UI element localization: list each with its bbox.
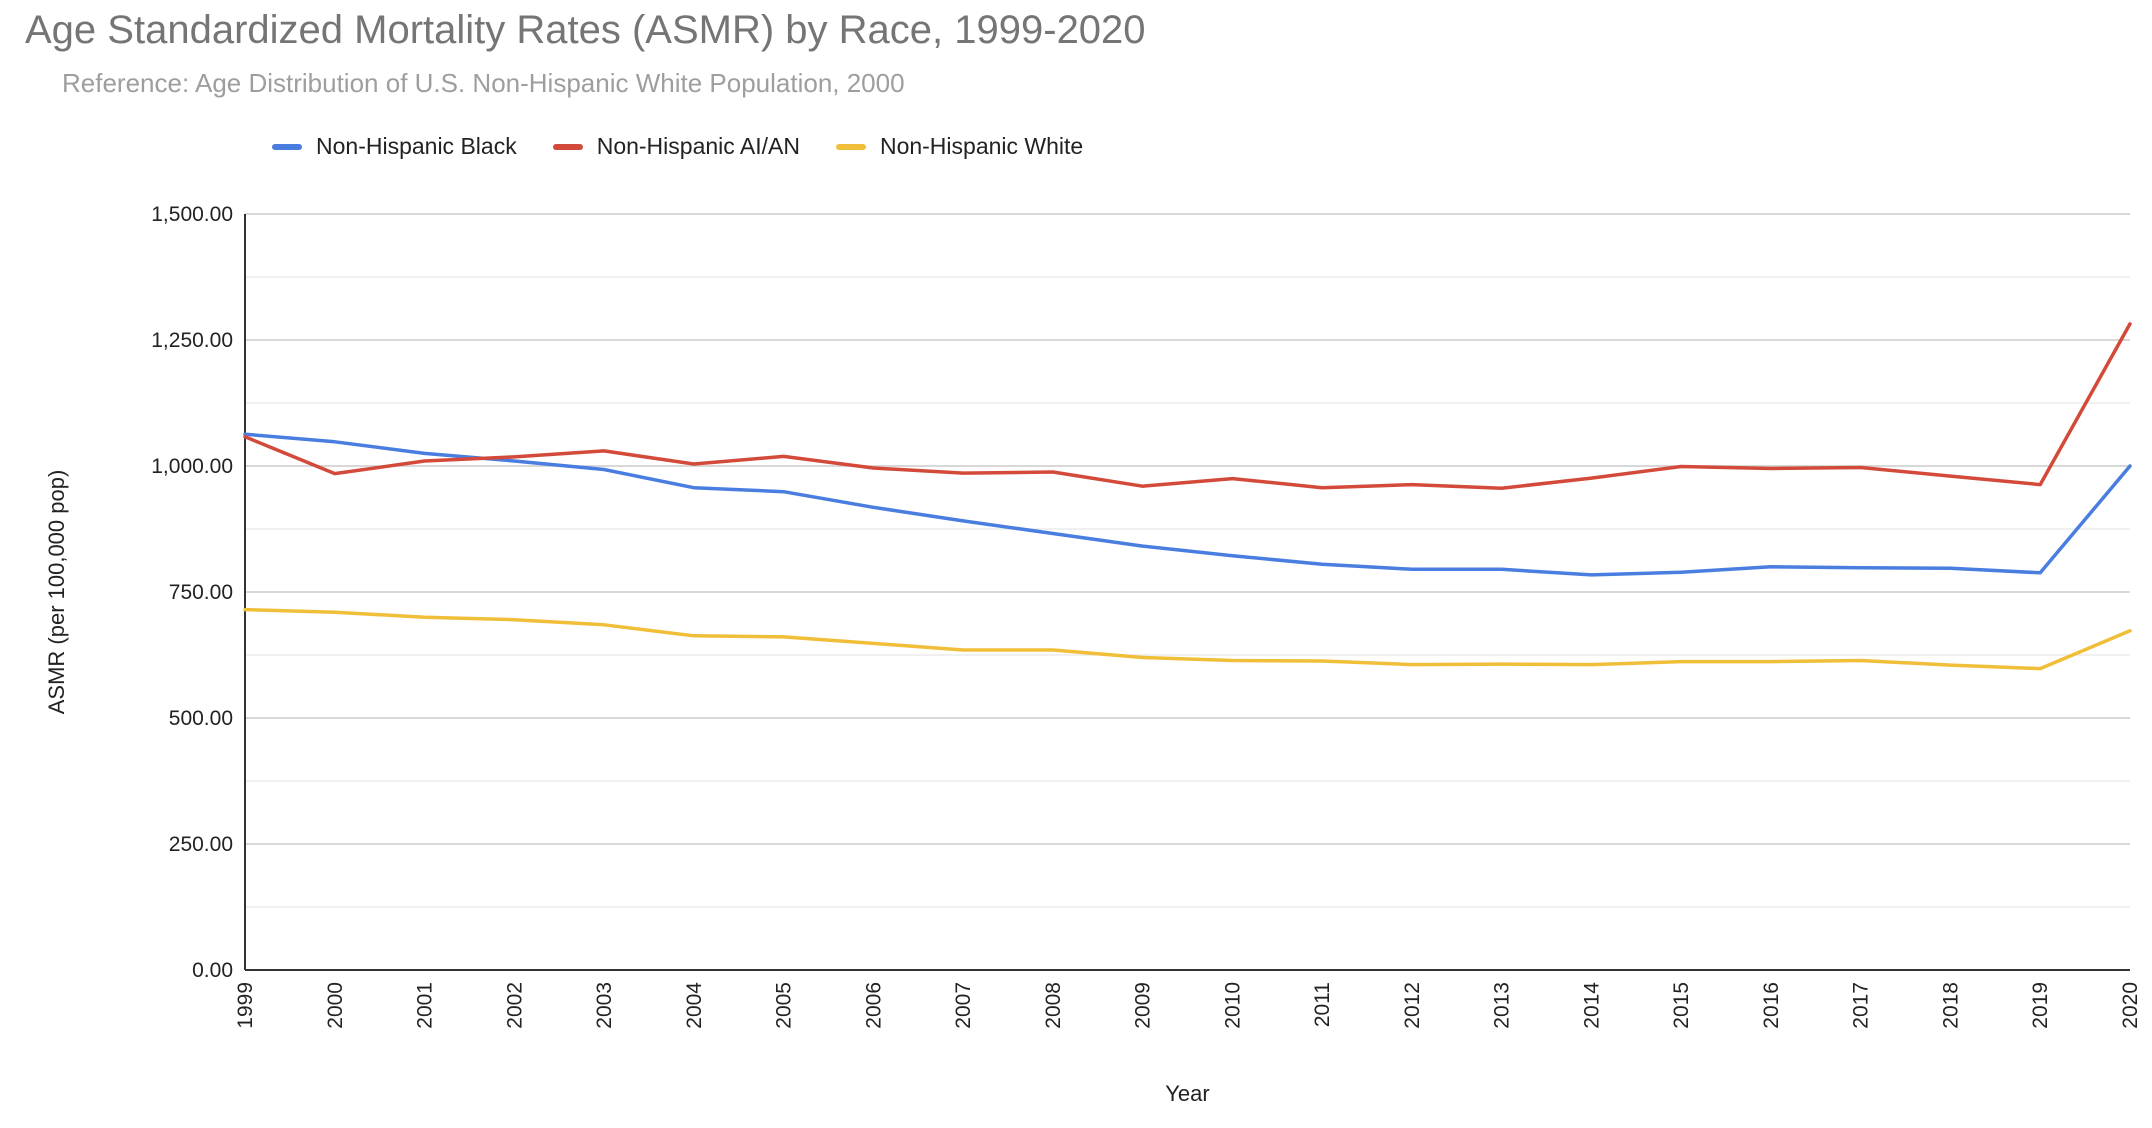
x-tick-label: 2006: [862, 982, 885, 1029]
x-tick-label: 2014: [1580, 982, 1603, 1029]
x-tick-label: 1999: [234, 982, 257, 1029]
x-tick-label: 2017: [1850, 982, 1873, 1029]
x-tick-label: 2012: [1401, 982, 1424, 1029]
series-line-1: [243, 322, 2132, 490]
x-tick-label: 2011: [1311, 982, 1334, 1027]
x-tick-label: 2015: [1670, 982, 1693, 1029]
series-line-0: [243, 432, 2132, 577]
x-tick-label: 2013: [1491, 982, 1514, 1029]
chart-legend: Non-Hispanic Black Non-Hispanic AI/AN No…: [272, 133, 1119, 160]
legend-swatch-black: [272, 143, 302, 150]
x-tick-label: 2005: [773, 982, 796, 1029]
y-tick-labels: 0.00 250.00 500.00 750.00 1,000.00 1,250.00 1,…: [151, 203, 233, 982]
legend-item-white: Non-Hispanic White: [835, 133, 1084, 160]
x-tick-label: 2019: [2029, 982, 2052, 1029]
y-tick-label: 0.00: [192, 959, 233, 982]
y-tick-label: 750.00: [169, 581, 233, 604]
y-tick-label: 500.00: [169, 707, 233, 730]
y-tick-label: 1,250.00: [151, 329, 233, 352]
gridlines: [245, 213, 2130, 908]
axes: [244, 214, 2130, 971]
legend-item-black: Non-Hispanic Black: [272, 133, 517, 160]
legend-swatch-white: [835, 143, 866, 150]
x-tick-label: 2000: [324, 982, 347, 1029]
x-axis-title: Year: [1165, 1081, 1209, 1106]
chart-subtitle: Reference: Age Distribution of U.S. Non-…: [62, 68, 905, 98]
x-tick-label: 2008: [1042, 982, 1065, 1029]
series-lines: [243, 322, 2132, 671]
legend-label-white: Non-Hispanic White: [879, 133, 1084, 159]
y-axis-title: ASMR (per 100,000 pop): [44, 470, 69, 715]
y-tick-label: 1,500.00: [151, 203, 233, 226]
x-tick-label: 2003: [593, 982, 616, 1029]
legend-label-aian: Non-Hispanic AI/AN: [596, 133, 800, 159]
x-tick-label: 2018: [1939, 982, 1962, 1029]
x-tick-label: 2010: [1221, 982, 1244, 1029]
series-line-2: [243, 607, 2132, 671]
x-tick-label: 2020: [2119, 982, 2142, 1029]
y-tick-label: 250.00: [169, 833, 233, 856]
legend-swatch-aian: [552, 143, 583, 150]
x-tick-label: 2002: [503, 982, 526, 1029]
x-tick-labels: 1999 2000 2001 2002 2003 2004 2005 2006 2007 2008…: [234, 982, 2142, 1029]
y-tick-label: 1,000.00: [151, 455, 233, 478]
legend-item-aian: Non-Hispanic AI/AN: [552, 133, 800, 160]
x-tick-label: 2007: [952, 982, 975, 1029]
x-tick-label: 2001: [414, 982, 437, 1029]
x-tick-label: 2009: [1132, 982, 1155, 1029]
legend-label-black: Non-Hispanic Black: [316, 133, 517, 159]
chart-title: Age Standardized Mortality Rates (ASMR) …: [25, 8, 1146, 52]
x-tick-label: 2004: [683, 982, 706, 1029]
x-tick-label: 2016: [1760, 982, 1783, 1029]
